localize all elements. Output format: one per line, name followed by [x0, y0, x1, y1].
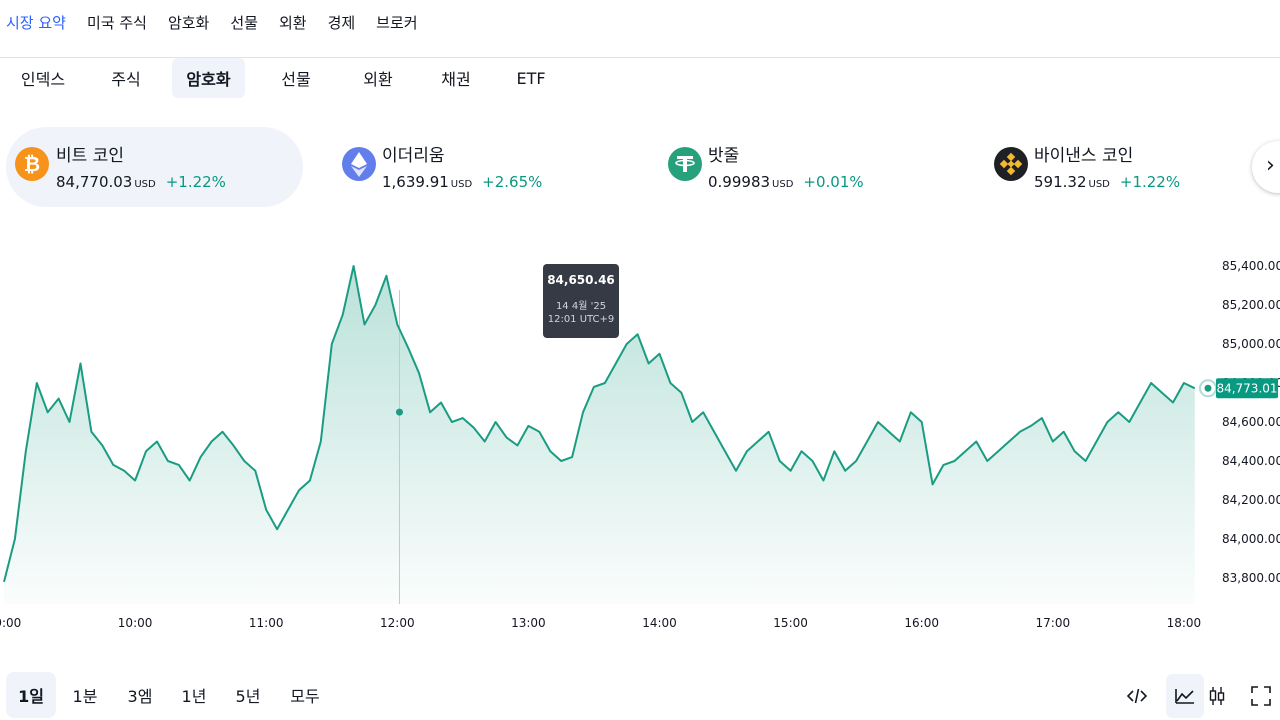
chevron-right-icon: › [1266, 153, 1275, 178]
y-tick-label: 84,200.00 [1222, 493, 1280, 507]
crosshair-dot [395, 408, 403, 416]
coin-price: 84,770.03 [56, 173, 133, 191]
coin-cards: ₿ 비트 코인 84,770.03 USD +1.22% 이더리움 1,639.91… [0, 127, 1280, 207]
tooltip-date: 14 4월 '25 [555, 301, 607, 312]
coin-change: +0.01% [803, 173, 864, 191]
x-tick-label: 10:00 [118, 616, 153, 630]
coin-price-row: 0.99983 USD +0.01% [708, 173, 864, 191]
tab-forex[interactable]: 외환 [363, 70, 393, 89]
embed-button[interactable] [1118, 674, 1156, 718]
range-selector: 1일 1분 3엠 1년 5년 모두 [0, 672, 380, 718]
bitcoin-icon: ₿ [15, 147, 49, 181]
svg-text:₿: ₿ [24, 152, 40, 176]
x-tick-label: 14:00 [642, 616, 677, 630]
x-tick-label: 16:00 [904, 616, 939, 630]
coin-change: +1.22% [1119, 173, 1181, 191]
tooltip-time: 12:01 UTC+9 [547, 314, 615, 325]
coin-card-ethereum[interactable]: 이더리움 1,639.91 USD +2.65% [332, 127, 622, 207]
coin-name: 비트 코인 [56, 146, 124, 166]
candlestick-button[interactable] [1198, 674, 1236, 718]
price-chart[interactable]: 83,800.00 84,000.00 84,200.00 84,400.00 84,6… [0, 210, 1280, 640]
coin-unit: USD [134, 179, 156, 190]
fullscreen-button[interactable] [1242, 674, 1280, 718]
x-tick-label: 09:00 [0, 616, 21, 630]
candlestick-icon [1209, 687, 1225, 705]
tab-stocks[interactable]: 주식 [111, 70, 141, 89]
range-1y[interactable]: 1년 [181, 687, 207, 706]
tether-icon [668, 147, 702, 181]
tab-crypto[interactable]: 암호화 [172, 58, 245, 98]
coin-price-row: 1,639.91 USD +2.65% [382, 173, 542, 191]
range-1m[interactable]: 1분 [72, 687, 98, 706]
coin-price: 591.32 [1034, 173, 1087, 191]
coin-name: 밧줄 [708, 146, 740, 166]
coin-price: 0.99983 [708, 173, 771, 191]
fullscreen-icon [1251, 686, 1271, 706]
nav-divider [0, 57, 1280, 58]
nav-crypto[interactable]: 암호화 [167, 13, 210, 32]
range-all[interactable]: 모두 [290, 687, 320, 706]
ethereum-icon [342, 147, 376, 181]
range-3m[interactable]: 3엠 [127, 687, 153, 706]
tab-bonds[interactable]: 채권 [441, 70, 471, 89]
price-area-fill [4, 266, 1195, 604]
price-tooltip: 84,650.46 14 4월 '25 12:01 UTC+9 [543, 264, 619, 338]
x-tick-label: 11:00 [249, 616, 284, 630]
category-tabs: 인덱스 주식 암호화 선물 외환 채권 ETF [0, 58, 1280, 98]
nav-futures[interactable]: 선물 [230, 13, 258, 32]
coin-unit: USD [1088, 179, 1110, 190]
range-5y[interactable]: 5년 [235, 687, 261, 706]
nav-brokers[interactable]: 브로커 [376, 13, 418, 32]
y-axis: 83,800.00 84,000.00 84,200.00 84,400.00 84,6… [1222, 259, 1280, 585]
tab-etf[interactable]: ETF [516, 68, 546, 88]
coin-name: 이더리움 [382, 146, 445, 166]
coin-unit: USD [772, 179, 794, 190]
y-tick-label: 85,000.00 [1222, 337, 1280, 351]
range-1d[interactable]: 1일 [6, 672, 56, 718]
coin-change: +1.22% [165, 173, 226, 191]
y-tick-label: 84,400.00 [1222, 454, 1280, 468]
last-price-label: 84,773.01 [1216, 381, 1277, 395]
coin-card-bnb[interactable]: 바이낸스 코인 591.32 USD +1.22% [984, 127, 1246, 207]
y-tick-label: 84,000.00 [1222, 532, 1280, 546]
y-tick-label: 83,800.00 [1222, 571, 1280, 585]
nav-us-stocks[interactable]: 미국 주식 [86, 13, 147, 32]
area-chart-icon [1175, 689, 1194, 704]
price-series-line [3, 265, 1196, 583]
y-tick-label: 85,200.00 [1222, 298, 1280, 312]
nav-market-summary[interactable]: 시장 요약 [6, 13, 66, 32]
coin-unit: USD [450, 179, 473, 190]
x-tick-label: 17:00 [1036, 616, 1071, 630]
embed-code-icon [1126, 688, 1148, 704]
coin-card-bitcoin[interactable]: ₿ 비트 코인 84,770.03 USD +1.22% [6, 127, 303, 207]
coin-price-row: 84,770.03 USD +1.22% [56, 173, 226, 191]
area-chart-button[interactable] [1166, 674, 1204, 718]
x-tick-label: 15:00 [773, 616, 808, 630]
y-tick-label: 84,600.00 [1222, 415, 1280, 429]
coin-card-tether[interactable]: 밧줄 0.99983 USD +0.01% [658, 127, 948, 207]
bnb-icon [994, 147, 1028, 181]
x-tick-label: 18:00 [1167, 616, 1202, 630]
coin-change: +2.65% [482, 173, 543, 191]
top-nav: 시장 요약 미국 주식 암호화 선물 외환 경제 브로커 [0, 0, 1280, 44]
tab-futures[interactable]: 선물 [281, 70, 311, 89]
y-tick-label: 85,400.00 [1222, 259, 1280, 273]
last-price-dot [1204, 384, 1212, 392]
nav-forex[interactable]: 외환 [278, 13, 307, 32]
coin-name: 바이낸스 코인 [1034, 146, 1134, 166]
last-price-badge [1216, 378, 1278, 399]
tooltip-price: 84,650.46 [547, 273, 615, 287]
nav-economy[interactable]: 경제 [327, 13, 356, 32]
price-line [3, 265, 1196, 583]
x-axis: 09:00 10:00 11:00 12:00 13:00 14:00 15:00 16:00… [0, 616, 1201, 630]
tab-indices[interactable]: 인덱스 [20, 70, 66, 89]
price-markers: 84,773.01 [395, 378, 1278, 416]
x-tick-label: 13:00 [511, 616, 546, 630]
coin-price: 1,639.91 [382, 173, 449, 191]
x-tick-label: 12:00 [380, 616, 415, 630]
coin-price-row: 591.32 USD +1.22% [1034, 173, 1180, 191]
price-area [4, 266, 1195, 604]
